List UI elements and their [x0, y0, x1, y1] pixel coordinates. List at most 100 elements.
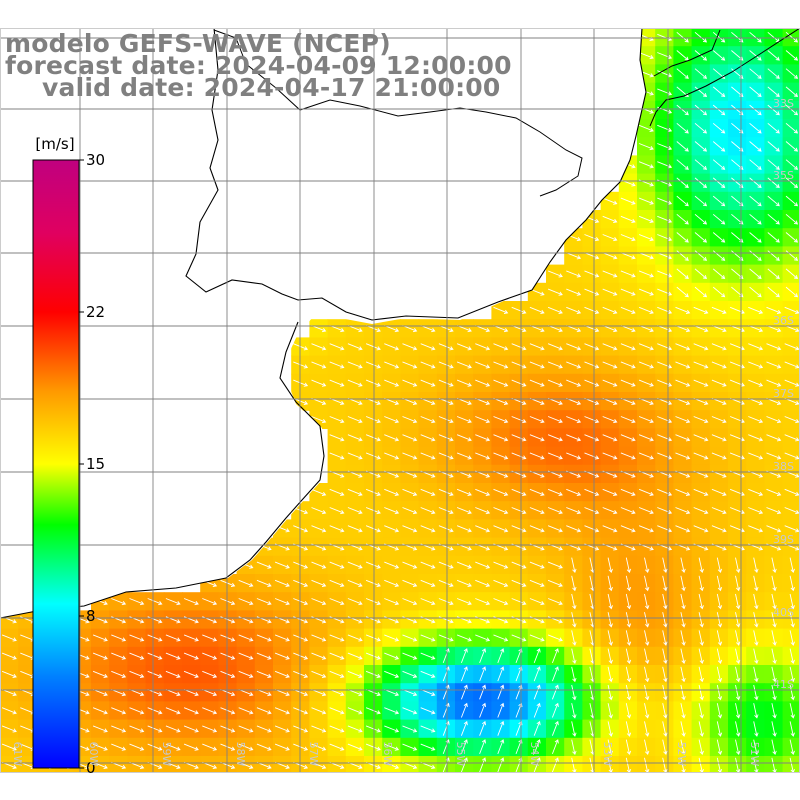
- wind-arrow: [767, 177, 780, 189]
- colorbar-tick-label: 15: [86, 455, 105, 473]
- wind-arrow: [147, 743, 163, 751]
- wind-arrow: [566, 379, 582, 387]
- wind-arrow: [165, 598, 181, 606]
- wind-arrow: [529, 525, 545, 533]
- wind-arrow: [493, 525, 509, 533]
- wind-cell: [782, 701, 800, 721]
- wind-arrow: [274, 634, 290, 642]
- wind-arrow: [602, 234, 618, 242]
- wind-arrow: [662, 739, 668, 756]
- wind-arrow: [716, 648, 723, 665]
- wind-arrow: [311, 343, 327, 351]
- wind-arrow: [602, 379, 618, 387]
- wind-arrow: [347, 525, 363, 533]
- wind-arrow: [547, 452, 563, 460]
- wind-arrow: [698, 630, 704, 646]
- wind-arrow: [693, 488, 709, 496]
- wind-arrow: [675, 452, 691, 460]
- wind-arrow: [657, 143, 673, 151]
- wind-arrow: [384, 416, 400, 424]
- wind-cell: [782, 191, 800, 211]
- wind-arrow: [420, 598, 436, 606]
- wind-arrow: [493, 634, 509, 642]
- wind-arrow: [551, 757, 559, 773]
- wind-arrow: [625, 557, 632, 574]
- wind-arrow: [711, 361, 727, 369]
- wind-arrow: [511, 598, 527, 606]
- wind-arrow: [365, 416, 381, 424]
- wind-arrow: [402, 652, 418, 660]
- wind-arrow: [183, 598, 199, 606]
- wind-arrow: [347, 343, 363, 351]
- wind-arrow: [460, 666, 468, 682]
- wind-arrow: [202, 743, 218, 751]
- wind-arrow: [475, 598, 491, 606]
- longitude-labels: 61W 60W 59W 58W 57W 56W 55W 54W 53W 52W 51W: [11, 742, 761, 767]
- wind-arrow: [438, 343, 454, 351]
- wind-cell: [145, 756, 165, 773]
- wind-arrow: [771, 703, 777, 719]
- wind-arrow: [456, 579, 472, 587]
- wind-arrow: [438, 561, 454, 569]
- wind-arrow: [533, 757, 541, 773]
- wind-arrow: [735, 721, 741, 737]
- wind-arrow: [716, 703, 723, 719]
- wind-arrow: [311, 670, 327, 678]
- wind-cell: [309, 756, 329, 773]
- wind-arrow: [694, 286, 708, 298]
- wind-arrow: [767, 250, 780, 261]
- wind-arrow: [607, 612, 613, 628]
- wind-arrow: [638, 270, 654, 278]
- wind-cell: [0, 756, 19, 773]
- wind-arrow: [420, 507, 436, 515]
- wind-arrow: [789, 666, 795, 683]
- wind-arrow: [420, 416, 436, 424]
- wind-arrow: [657, 52, 673, 60]
- wind-arrow: [384, 652, 400, 660]
- wind-arrow: [111, 725, 127, 733]
- wind-arrow: [365, 652, 381, 660]
- wind-arrow: [329, 561, 345, 569]
- wind-arrow: [497, 666, 505, 682]
- wind-arrow: [460, 684, 468, 700]
- wind-arrow: [511, 379, 527, 387]
- wind-arrow: [711, 452, 727, 460]
- wind-arrow: [456, 452, 472, 460]
- wind-arrow: [657, 379, 673, 387]
- wind-arrow: [220, 652, 236, 660]
- wind-arrow: [420, 725, 436, 733]
- wind-arrow: [749, 177, 762, 189]
- wind-arrow: [693, 507, 709, 515]
- wind-arrow: [729, 525, 745, 533]
- wind-arrow: [493, 507, 509, 515]
- wind-arrow: [384, 670, 400, 678]
- wind-arrow: [238, 707, 254, 715]
- wind-arrow: [625, 739, 632, 756]
- wind-arrow: [748, 361, 764, 369]
- wind-arrow: [693, 525, 709, 533]
- wind-arrow: [571, 557, 577, 574]
- wind-arrow: [438, 488, 454, 496]
- wind-arrow: [402, 452, 418, 460]
- wind-arrow: [566, 507, 582, 515]
- wind-arrow: [129, 707, 145, 715]
- wind-arrow: [749, 141, 762, 152]
- wind-arrow: [420, 452, 436, 460]
- wind-arrow: [584, 270, 600, 278]
- wind-arrow: [607, 739, 613, 756]
- wind-arrow: [662, 666, 668, 683]
- wind-arrow: [311, 488, 327, 496]
- wind-cell: [109, 756, 128, 773]
- wind-arrow: [533, 739, 541, 755]
- wind-arrow: [493, 434, 509, 442]
- wind-arrow: [438, 361, 454, 369]
- wind-arrow: [716, 575, 723, 592]
- wind-arrow: [256, 725, 272, 733]
- wind-arrow: [712, 86, 726, 98]
- wind-arrow: [602, 452, 618, 460]
- wind-arrow: [365, 598, 381, 606]
- wind-arrow: [753, 648, 759, 665]
- wind-arrow: [220, 634, 236, 642]
- wind-arrow: [551, 684, 559, 700]
- wind-arrow: [676, 159, 689, 170]
